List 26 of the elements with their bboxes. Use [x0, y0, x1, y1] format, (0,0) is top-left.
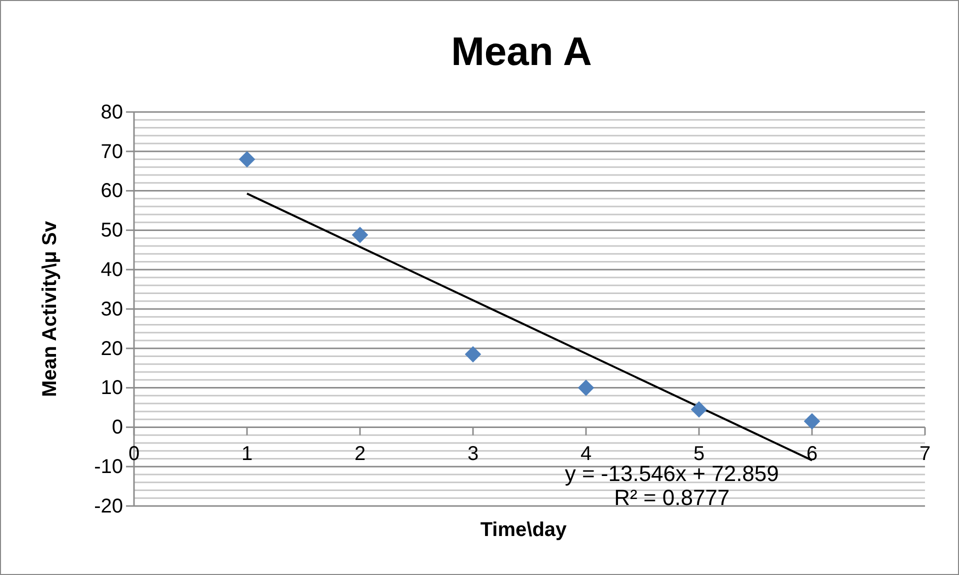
point: [690, 401, 708, 418]
x-axis-title: Time\day: [480, 519, 568, 541]
annotation: R² = 0.8777: [614, 485, 730, 510]
chart-title: Mean A: [451, 30, 592, 74]
y-tick-label: -10: [94, 456, 123, 478]
point: [238, 151, 256, 168]
y-tick-label: 0: [112, 416, 123, 439]
x-tick-label: 0: [128, 443, 140, 466]
point: [804, 413, 820, 430]
y-axis-title: Mean Activity\μ Sv: [39, 220, 61, 397]
y-tick-label: 50: [100, 220, 123, 242]
y-tick-label: 20: [100, 338, 123, 360]
x-tick-label: 3: [467, 443, 479, 466]
y-tick-label: -20: [94, 495, 123, 518]
y-tick-label: 70: [100, 140, 123, 163]
point: [352, 226, 368, 244]
y-tick-label: 40: [100, 259, 123, 281]
y-tick-label: 30: [100, 298, 123, 320]
x-tick-label: 2: [354, 443, 366, 466]
y-tick-label: 80: [100, 101, 123, 124]
x-tick-label: 7: [919, 443, 931, 466]
y-tick-label: 10: [100, 377, 123, 400]
x-tick-label: 1: [241, 443, 253, 466]
point: [464, 346, 482, 362]
point: [578, 380, 594, 396]
y-tick-label: 60: [100, 180, 123, 202]
